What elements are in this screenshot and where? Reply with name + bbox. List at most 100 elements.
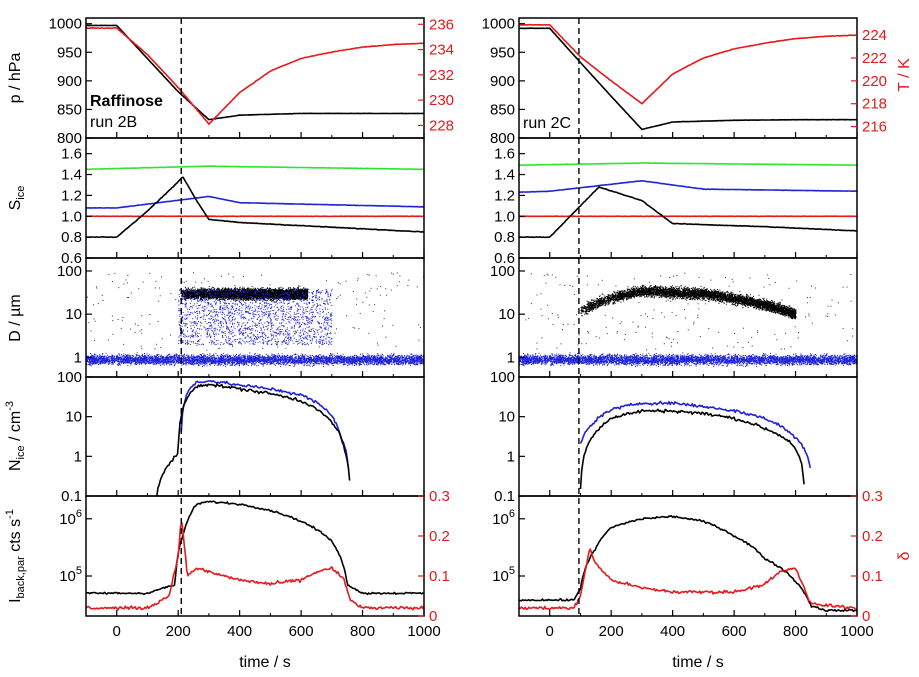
scatter-point — [217, 355, 219, 357]
scatter-point — [166, 360, 168, 362]
scatter-point — [334, 362, 336, 363]
scatter-point — [90, 359, 92, 361]
scatter-point — [209, 357, 211, 359]
scatter-point — [372, 357, 373, 359]
scatter-point — [350, 361, 351, 363]
scatter-point — [362, 353, 364, 355]
scatter-point — [235, 362, 237, 364]
scatter-point — [167, 354, 169, 356]
scatter-point — [99, 354, 101, 356]
scatter-point — [325, 362, 327, 364]
scatter-point — [273, 355, 275, 357]
scatter-point — [322, 363, 324, 365]
series-line-red — [86, 27, 424, 125]
scatter-point — [107, 354, 108, 356]
scatter-point — [329, 360, 331, 361]
scatter-point — [361, 359, 363, 361]
scatter-point — [99, 355, 100, 357]
scatter-point — [384, 358, 386, 360]
scatter-point — [154, 362, 156, 364]
scatter-point — [140, 362, 142, 364]
scatter-point — [222, 356, 224, 358]
scatter-point — [339, 357, 341, 359]
scatter-point — [287, 354, 289, 356]
scatter-point — [395, 362, 397, 364]
scatter-point — [181, 354, 183, 356]
scatter-point — [412, 356, 414, 358]
scatter-point — [257, 364, 259, 366]
scatter-point — [228, 362, 230, 364]
scatter-point — [244, 358, 246, 360]
scatter-point — [264, 356, 266, 358]
scatter-point — [162, 358, 164, 360]
scatter-point — [164, 356, 166, 358]
scatter-point — [328, 358, 330, 360]
scatter-point — [121, 360, 123, 362]
scatter-point — [125, 358, 127, 360]
scatter-point — [335, 362, 337, 363]
scatter-point — [240, 361, 242, 363]
scatter-point — [401, 354, 403, 356]
scatter-point — [214, 361, 215, 363]
scatter-point — [298, 357, 300, 359]
scatter-point — [115, 359, 117, 361]
scatter-point — [346, 357, 348, 359]
scatter-point — [302, 361, 303, 363]
scatter-point — [143, 361, 145, 362]
scatter-point — [131, 361, 132, 363]
scatter-point — [420, 360, 422, 362]
scatter-point — [284, 360, 286, 362]
scatter-point — [229, 361, 231, 362]
scatter-point — [403, 359, 405, 361]
scatter-point — [355, 359, 357, 361]
scatter-point — [261, 359, 263, 361]
scatter-point — [206, 365, 208, 367]
scatter-point — [259, 360, 260, 362]
scatter-point — [352, 361, 354, 363]
scatter-point — [93, 363, 94, 365]
scatter-point — [413, 361, 415, 363]
scatter-point — [240, 357, 242, 359]
scatter-point — [191, 358, 193, 359]
scatter-point — [403, 356, 405, 358]
scatter-point — [142, 362, 144, 363]
scatter-point — [306, 363, 307, 364]
scatter-point — [264, 358, 266, 360]
scatter-point — [230, 359, 232, 361]
scatter-point — [302, 355, 304, 357]
scatter-point — [283, 360, 285, 362]
scatter-point — [93, 356, 95, 358]
scatter-point — [200, 361, 202, 363]
scatter-point — [247, 355, 249, 357]
scatter-point — [128, 359, 130, 361]
scatter-point — [362, 355, 364, 357]
scatter-point — [368, 360, 370, 362]
scatter-point — [405, 360, 407, 362]
scatter-point — [304, 354, 306, 356]
scatter-point — [390, 355, 392, 357]
scatter-point — [383, 358, 384, 360]
scatter-point — [329, 356, 331, 358]
scatter-point — [220, 354, 222, 355]
scatter-point — [159, 358, 161, 360]
scatter-point — [261, 363, 263, 365]
scatter-point — [191, 360, 193, 362]
scatter-point — [224, 358, 226, 360]
scatter-point — [391, 363, 393, 365]
scatter-point — [325, 359, 326, 361]
scatter-point — [282, 361, 284, 363]
scatter-point — [99, 361, 101, 363]
scatter-point — [301, 363, 303, 365]
scatter-point — [308, 361, 310, 363]
scatter-point — [251, 362, 253, 364]
scatter-point — [374, 362, 376, 364]
scatter-point — [214, 363, 216, 365]
scatter-point — [102, 358, 104, 359]
scatter-point — [223, 356, 225, 358]
scatter-point — [155, 360, 157, 362]
scatter-point — [405, 362, 407, 364]
scatter-point — [346, 357, 347, 359]
scatter-point — [229, 357, 231, 359]
scatter-point — [180, 355, 182, 357]
scatter-point — [342, 357, 344, 359]
